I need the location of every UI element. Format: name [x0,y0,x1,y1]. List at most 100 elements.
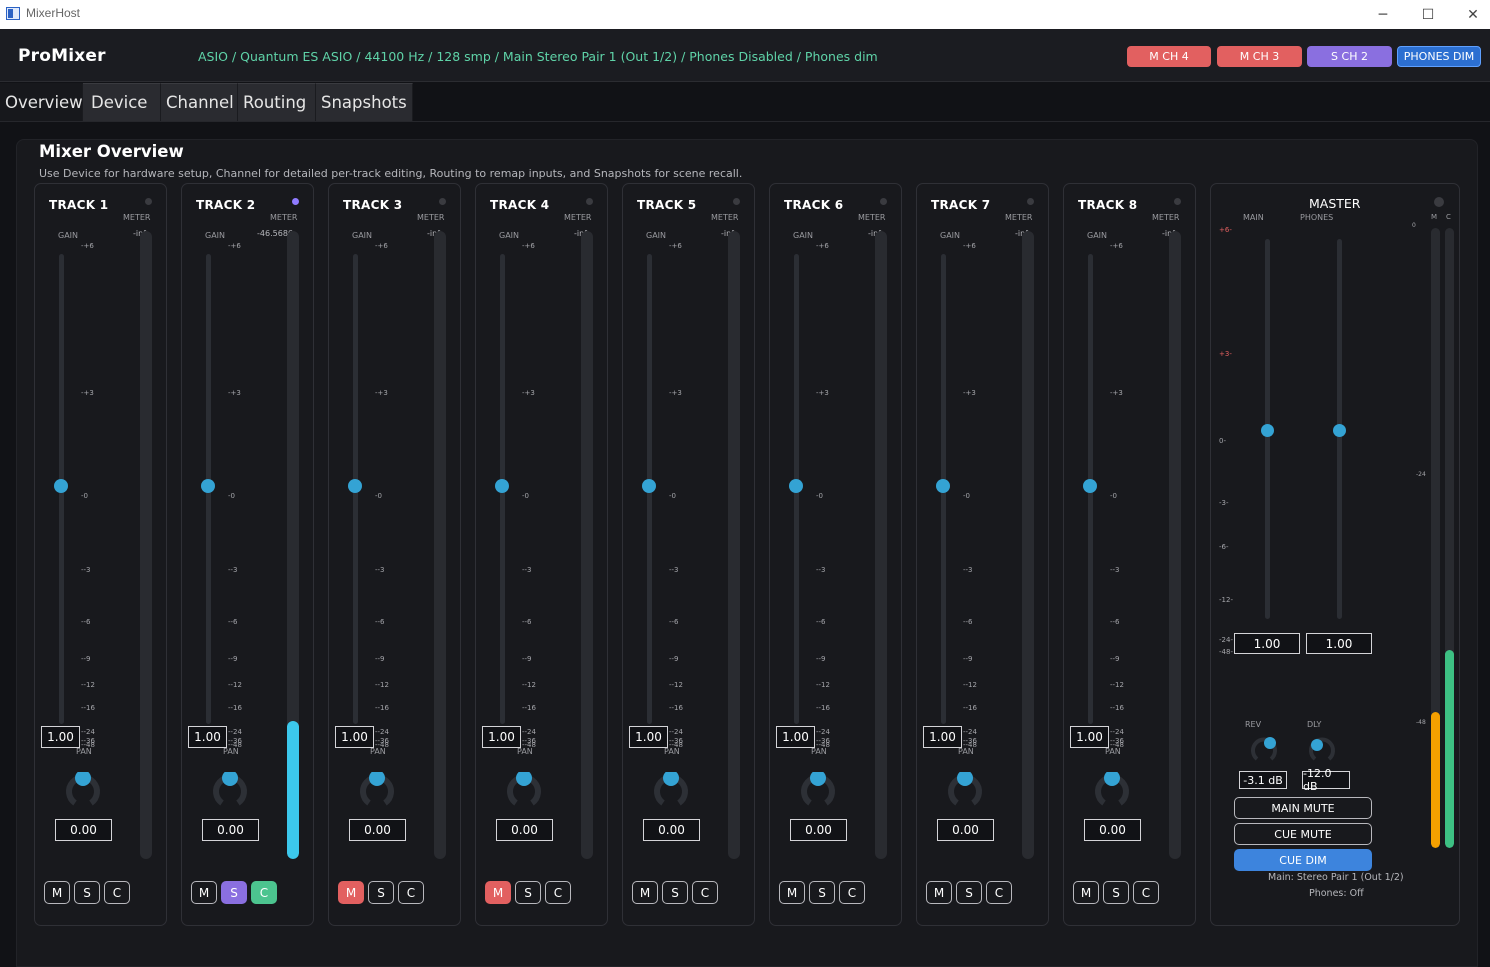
gain-field[interactable]: 1.00 [482,726,521,748]
gain-field[interactable]: 1.00 [776,726,815,748]
fader-scale-tick: --48 [81,741,95,749]
cue-button[interactable]: C [251,881,277,904]
gain-fader-knob[interactable] [642,479,656,493]
pan-field[interactable]: 0.00 [202,819,259,841]
pan-knob[interactable] [359,772,395,808]
phones-fader-knob[interactable] [1333,424,1346,437]
solo-button[interactable]: S [956,881,982,904]
meter-value: -inf [427,229,440,238]
gain-fader-knob[interactable] [348,479,362,493]
pan-field[interactable]: 0.00 [1084,819,1141,841]
tab-routing[interactable]: Routing [238,83,316,121]
meter-value: -46.5686 [257,229,293,238]
gain-fader-knob[interactable] [1083,479,1097,493]
meter-value: -inf [133,229,146,238]
cue-button[interactable]: C [104,881,130,904]
mute-button[interactable]: M [632,881,658,904]
tab-overview[interactable]: Overview [0,83,83,121]
gain-field[interactable]: 1.00 [335,726,374,748]
pan-knob[interactable] [1094,772,1130,808]
app-icon [6,7,20,20]
gain-fader-knob[interactable] [936,479,950,493]
cue-button[interactable]: C [1133,881,1159,904]
status-chip-phones-dim[interactable]: PHONES DIM [1397,46,1481,67]
pan-field[interactable]: 0.00 [55,819,112,841]
delay-label: DLY [1307,720,1322,729]
solo-button[interactable]: S [515,881,541,904]
cue-dim-button[interactable]: CUE DIM [1234,849,1372,871]
close-icon[interactable]: ✕ [1467,6,1479,23]
tab-snapshots[interactable]: Snapshots [316,83,413,121]
gain-field[interactable]: 1.00 [923,726,962,748]
window-title: MixerHost [26,6,81,20]
solo-button[interactable]: S [809,881,835,904]
tab-device[interactable]: Device [83,83,161,121]
solo-button[interactable]: S [221,881,247,904]
gain-fader-knob[interactable] [495,479,509,493]
pan-knob[interactable] [947,772,983,808]
fader-scale-tick: --12 [375,681,389,689]
cue-button[interactable]: C [839,881,865,904]
solo-button[interactable]: S [368,881,394,904]
mute-button[interactable]: M [926,881,952,904]
fader-scale-tick: --16 [81,704,95,712]
gain-field[interactable]: 1.00 [188,726,227,748]
cue-button[interactable]: C [692,881,718,904]
phones-level-field[interactable]: 1.00 [1306,633,1372,654]
master-cue-meter [1445,228,1454,848]
mute-button[interactable]: M [191,881,217,904]
mute-button[interactable]: M [485,881,511,904]
gain-field[interactable]: 1.00 [629,726,668,748]
cue-button[interactable]: C [398,881,424,904]
tab-channel[interactable]: Channel [161,83,238,121]
reverb-knob[interactable] [1249,734,1279,764]
solo-button[interactable]: S [1103,881,1129,904]
main-level-field[interactable]: 1.00 [1234,633,1300,654]
master-cue-meter-fill [1445,649,1454,848]
status-chip-solo-ch2[interactable]: S CH 2 [1307,46,1392,67]
fader-scale-tick: -+3 [228,389,241,397]
solo-button[interactable]: S [662,881,688,904]
pan-label: PAN [370,747,386,756]
maximize-icon[interactable]: ☐ [1421,6,1435,23]
gain-fader-knob[interactable] [789,479,803,493]
delay-knob[interactable] [1307,734,1337,764]
mute-button[interactable]: M [1073,881,1099,904]
mute-button[interactable]: M [44,881,70,904]
pan-field[interactable]: 0.00 [643,819,700,841]
status-chip-mute-ch3[interactable]: M CH 3 [1217,46,1302,67]
pan-field[interactable]: 0.00 [790,819,847,841]
gain-fader-knob[interactable] [201,479,215,493]
mute-button[interactable]: M [338,881,364,904]
fader-scale-tick: --9 [81,655,91,663]
cue-button[interactable]: C [545,881,571,904]
pan-knob[interactable] [653,772,689,808]
strip-buttons: M S C [191,881,277,904]
status-chip-mute-ch4[interactable]: M CH 4 [1127,46,1211,67]
pan-field[interactable]: 0.00 [496,819,553,841]
gain-fader-knob[interactable] [54,479,68,493]
cue-button[interactable]: C [986,881,1012,904]
pan-knob[interactable] [65,772,101,808]
pan-knob[interactable] [506,772,542,808]
level-meter [287,231,299,859]
main-mute-button[interactable]: MAIN MUTE [1234,797,1372,819]
reverb-value[interactable]: -3.1 dB [1239,771,1287,789]
cue-mute-button[interactable]: CUE MUTE [1234,823,1372,845]
pan-field[interactable]: 0.00 [937,819,994,841]
minimize-icon[interactable]: ─ [1378,6,1388,23]
pan-knob[interactable] [800,772,836,808]
strip-buttons: M S C [44,881,130,904]
meter-label: METER [417,213,445,222]
delay-value[interactable]: -12.0 dB [1302,767,1350,793]
pan-field[interactable]: 0.00 [349,819,406,841]
main-fader-knob[interactable] [1261,424,1274,437]
pan-knob[interactable] [212,772,248,808]
mute-button[interactable]: M [779,881,805,904]
solo-button[interactable]: S [74,881,100,904]
fader-scale-tick: -+3 [1110,389,1123,397]
master-scale-tick: -48- [1219,648,1233,656]
gain-field[interactable]: 1.00 [1070,726,1109,748]
gain-field[interactable]: 1.00 [41,726,80,748]
fader-scale-tick: -+3 [522,389,535,397]
